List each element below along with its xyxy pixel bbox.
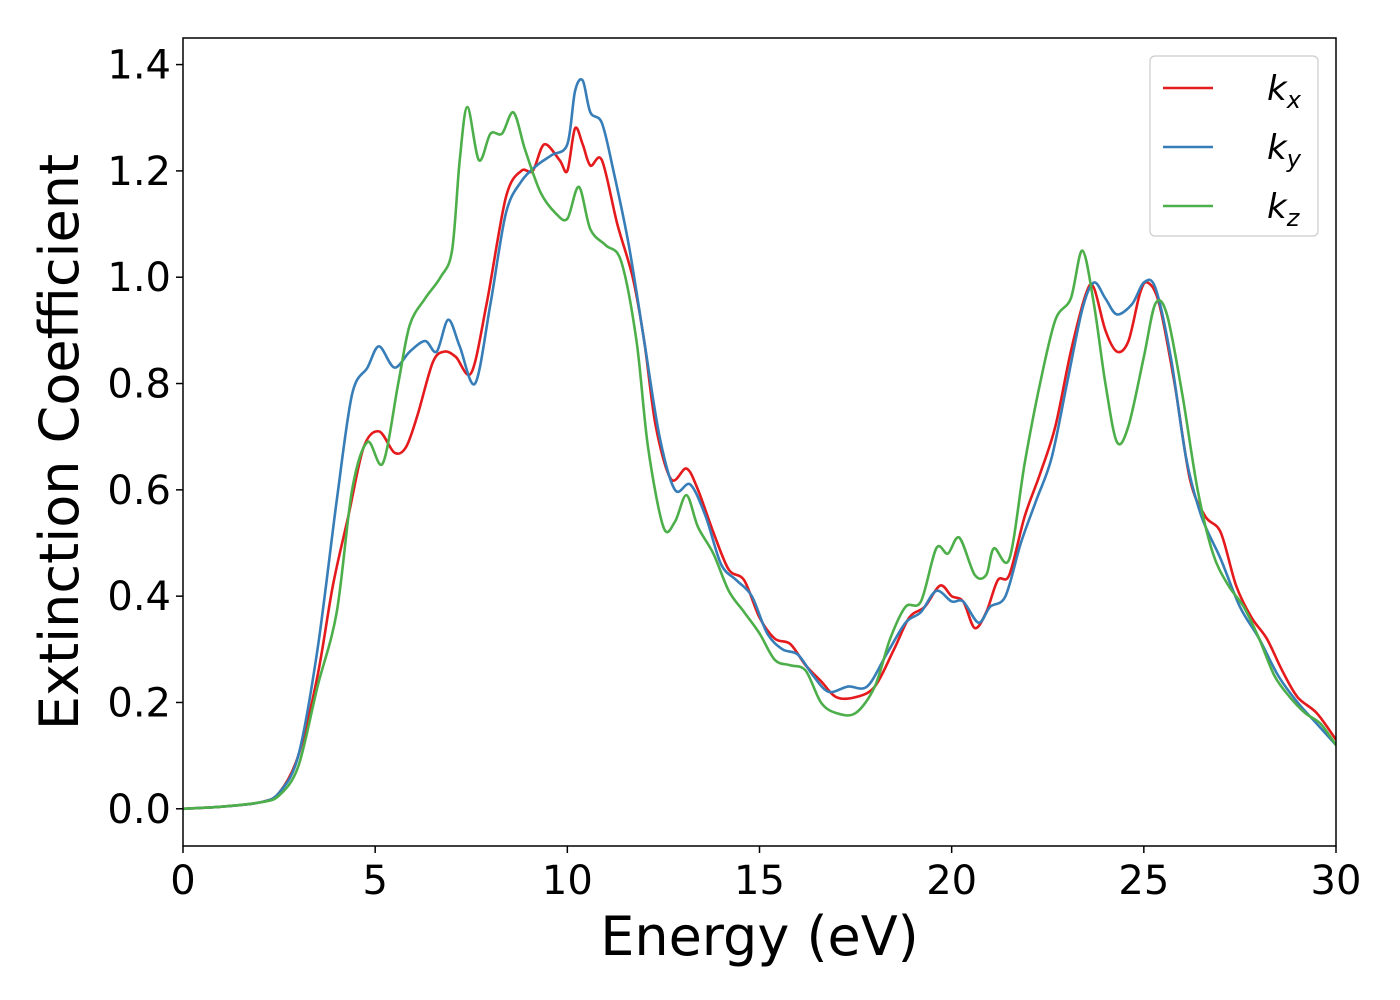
x-axis-title: Energy (eV) [600, 905, 919, 968]
series-layer [183, 78, 1336, 811]
legend: kx ky kz [1149, 55, 1319, 237]
y-axis-title: Extinction Coefficient [28, 154, 91, 730]
x-tick-label: 5 [362, 858, 387, 904]
series-line-y [183, 78, 1336, 811]
y-tick-label: 0.6 [107, 468, 171, 514]
x-tick-label: 10 [542, 858, 593, 904]
x-tick-label: 15 [734, 858, 785, 904]
x-tick-label: 20 [926, 858, 977, 904]
y-tick-label: 0.4 [107, 574, 171, 620]
y-tick-label: 0.0 [107, 787, 171, 833]
y-tick-label: 1.4 [107, 43, 171, 89]
x-tick-label: 30 [1311, 858, 1362, 904]
y-tick-label: 1.2 [107, 149, 171, 195]
x-tick-label: 0 [170, 858, 195, 904]
y-tick-label: 1.0 [107, 255, 171, 301]
legend-label-y: ky [1267, 128, 1302, 173]
x-tick-label: 25 [1118, 858, 1169, 904]
ticks-layer: 0 5 10 15 20 25 30 0.0 0.2 0.4 0.6 0.8 1.0 1.2 1.4 [107, 43, 1361, 904]
series-line-x [183, 126, 1336, 811]
y-tick-label: 0.2 [107, 680, 171, 726]
y-tick-label: 0.8 [107, 362, 171, 408]
series-line-z [183, 105, 1336, 811]
legend-box [1149, 55, 1319, 237]
legend-label-z: kz [1267, 187, 1301, 232]
legend-label-x: kx [1267, 69, 1302, 114]
